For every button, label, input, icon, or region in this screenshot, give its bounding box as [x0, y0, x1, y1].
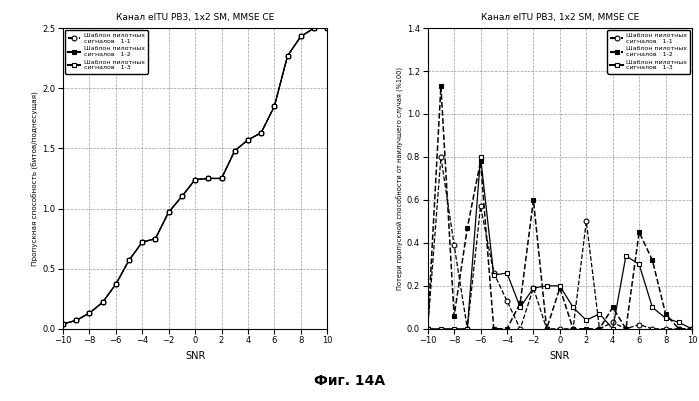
X-axis label: SNR: SNR — [549, 351, 570, 361]
Legend: Шаблон пилотных
сигналов   1-1, Шаблон пилотных
сигналов   1-2, Шаблон пилотных
: Шаблон пилотных сигналов 1-1, Шаблон пил… — [607, 30, 690, 74]
Title: Канал eITU PB3, 1x2 SM, MMSE CE: Канал eITU PB3, 1x2 SM, MMSE CE — [481, 13, 639, 22]
Text: Фиг. 14А: Фиг. 14А — [314, 374, 385, 388]
Title: Канал eITU PB3, 1x2 SM, MMSE CE: Канал eITU PB3, 1x2 SM, MMSE CE — [116, 13, 274, 22]
X-axis label: SNR: SNR — [185, 351, 206, 361]
Legend: Шаблон пилотных
сигналов   1-1, Шаблон пилотных
сигналов   1-2, Шаблон пилотных
: Шаблон пилотных сигналов 1-1, Шаблон пил… — [65, 30, 147, 74]
Y-axis label: Пропускная способность (битов/поднесущая): Пропускная способность (битов/поднесущая… — [32, 91, 39, 266]
Y-axis label: Потери пропускной способности от наилучшего случая (%100): Потери пропускной способности от наилучш… — [397, 67, 404, 290]
